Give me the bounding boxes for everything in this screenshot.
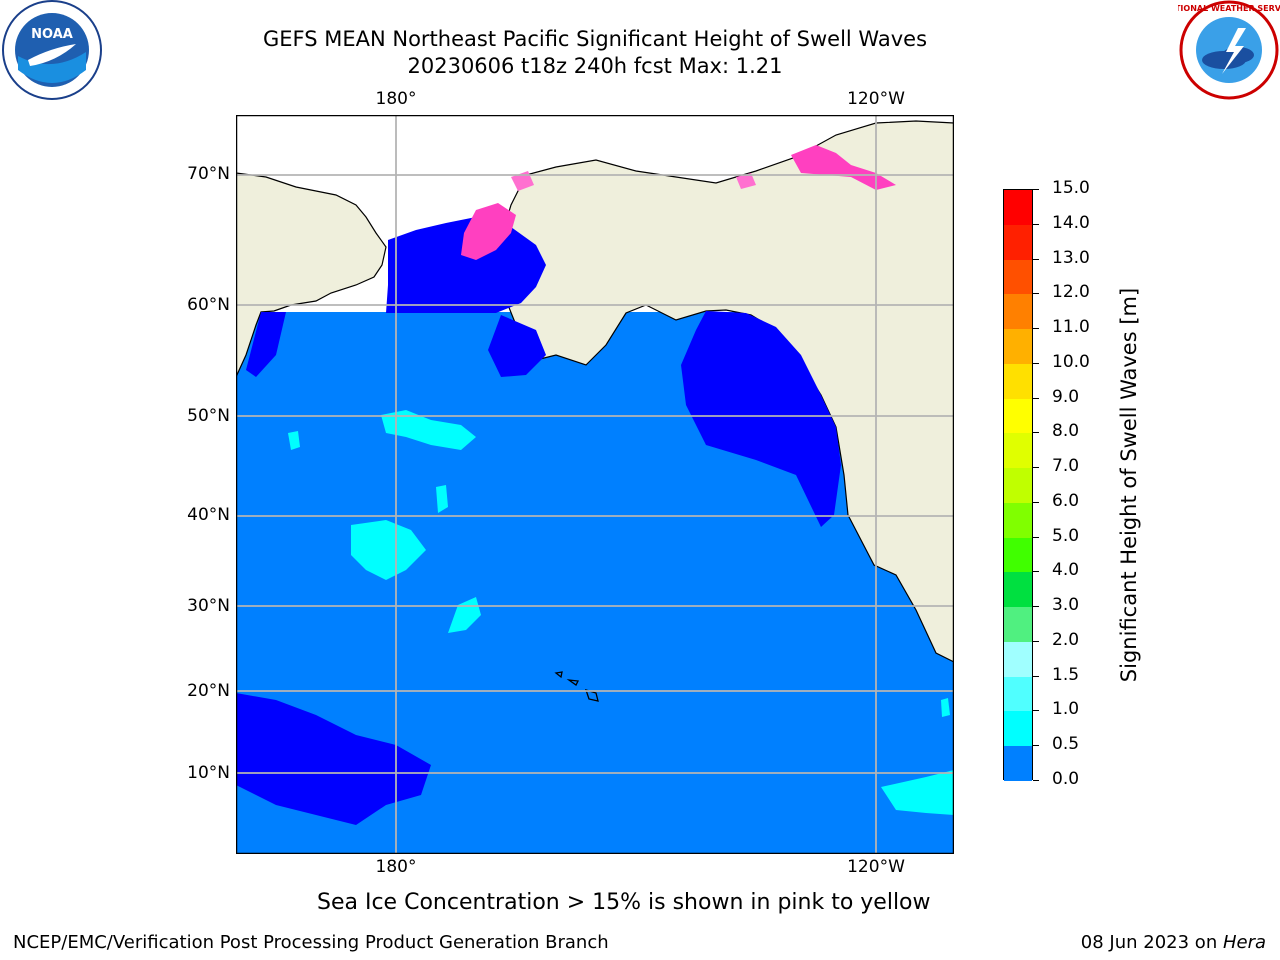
lat-label-50n: 50°N [187, 406, 230, 426]
colorbar-label: 13.0 [1052, 247, 1090, 268]
footer-date: 08 Jun 2023 on Hera [1081, 932, 1266, 953]
colorbar-label: 1.5 [1052, 664, 1080, 685]
lat-label-10n: 10°N [187, 763, 230, 783]
colorbar-label: 12.0 [1052, 282, 1090, 303]
colorbar-label: 4.0 [1052, 560, 1080, 581]
colorbar [1003, 189, 1033, 782]
colorbar-label: 1.0 [1052, 699, 1080, 720]
colorbar-swatch [1004, 607, 1032, 643]
footer-host: Hera [1222, 932, 1266, 953]
colorbar-tick [1033, 710, 1039, 712]
sea-ice-note: Sea Ice Concentration > 15% is shown in … [317, 890, 931, 915]
cyan-patch-5 [288, 431, 300, 450]
low-swell-bering [386, 215, 546, 313]
cyan-patch-2 [351, 520, 426, 580]
colorbar-tick [1033, 432, 1039, 434]
colorbar-tick [1033, 328, 1039, 330]
colorbar-swatch [1004, 468, 1032, 504]
colorbar-swatch [1004, 572, 1032, 608]
colorbar-swatch [1004, 398, 1032, 434]
colorbar-swatch [1004, 433, 1032, 469]
lat-label-70n: 70°N [187, 164, 230, 184]
colorbar-tick [1033, 258, 1039, 260]
hawaii-islands [554, 671, 599, 702]
colorbar-tick [1033, 606, 1039, 608]
lat-label-40n: 40°N [187, 505, 230, 525]
colorbar-swatch [1004, 259, 1032, 295]
colorbar-swatch [1004, 711, 1032, 747]
colorbar-swatch [1004, 224, 1032, 260]
colorbar-label: 2.0 [1052, 629, 1080, 650]
colorbar-tick [1033, 362, 1039, 364]
noaa-logo: NOAA [2, 0, 102, 100]
low-swell-gulf-alaska [488, 315, 546, 377]
bottom-lon-label-180: 180° [375, 857, 417, 877]
colorbar-label: 10.0 [1052, 351, 1090, 372]
colorbar-tick [1033, 745, 1039, 747]
cyan-patch-3 [436, 485, 448, 513]
colorbar-tick [1033, 293, 1039, 295]
colorbar-title: Significant Height of Swell Waves [m] [1117, 287, 1141, 683]
colorbar-swatch [1004, 190, 1032, 226]
lat-label-60n: 60°N [187, 295, 230, 315]
colorbar-label: 7.0 [1052, 456, 1080, 477]
colorbar-tick [1033, 675, 1039, 677]
colorbar-label: 5.0 [1052, 525, 1080, 546]
low-swell-west-pacific [236, 693, 431, 825]
colorbar-label: 0.5 [1052, 734, 1080, 755]
lat-label-20n: 20°N [187, 681, 230, 701]
colorbar-tick [1033, 571, 1039, 573]
map [236, 115, 954, 854]
colorbar-swatch [1004, 329, 1032, 365]
cyan-patch-7 [941, 698, 950, 717]
colorbar-tick [1033, 501, 1039, 503]
sea-ice-beaufort [791, 145, 896, 190]
colorbar-swatch [1004, 641, 1032, 678]
low-swell-aleutians [246, 312, 286, 377]
colorbar-tick [1033, 189, 1039, 190]
colorbar-swatch [1004, 746, 1032, 782]
colorbar-label: 11.0 [1052, 317, 1090, 338]
colorbar-swatch [1004, 676, 1032, 712]
colorbar-label: 14.0 [1052, 212, 1090, 233]
colorbar-tick [1033, 780, 1039, 781]
colorbar-label: 3.0 [1052, 595, 1080, 616]
colorbar-tick [1033, 536, 1039, 538]
sea-ice-chukchi [461, 203, 516, 260]
colorbar-tick [1033, 223, 1039, 225]
colorbar-tick [1033, 467, 1039, 469]
lat-label-30n: 30°N [187, 596, 230, 616]
footer-credit: NCEP/EMC/Verification Post Processing Pr… [13, 932, 609, 953]
colorbar-label: 9.0 [1052, 386, 1080, 407]
chart-subtitle: 20230606 t18z 240h fcst Max: 1.21 [407, 54, 783, 78]
colorbar-tick [1033, 397, 1039, 399]
bottom-lon-label-120w: 120°W [847, 857, 905, 877]
cyan-patch-1 [381, 410, 476, 450]
colorbar-label: 15.0 [1052, 178, 1090, 198]
low-swell-ne-pacific [681, 311, 841, 527]
land-north-america [495, 120, 954, 663]
top-lon-label-180: 180° [375, 89, 417, 109]
colorbar-label: 8.0 [1052, 421, 1080, 442]
cyan-patch-6 [881, 770, 954, 815]
chart-title: GEFS MEAN Northeast Pacific Significant … [262, 27, 928, 51]
land-asia [236, 172, 387, 378]
colorbar-swatch [1004, 294, 1032, 330]
noaa-logo-text: NOAA [31, 27, 73, 42]
nws-logo-text: NATIONAL WEATHER SERVICE [1178, 4, 1280, 13]
colorbar-swatch [1004, 502, 1032, 539]
colorbar-swatch [1004, 537, 1032, 573]
colorbar-label: 6.0 [1052, 490, 1080, 511]
colorbar-label: 0.0 [1052, 769, 1080, 789]
nws-logo: NATIONAL WEATHER SERVICE [1178, 0, 1280, 100]
colorbar-swatch [1004, 363, 1032, 400]
colorbar-tick [1033, 640, 1039, 642]
top-lon-label-120w: 120°W [847, 89, 905, 109]
footer-date-text: 08 Jun 2023 on [1080, 932, 1223, 953]
